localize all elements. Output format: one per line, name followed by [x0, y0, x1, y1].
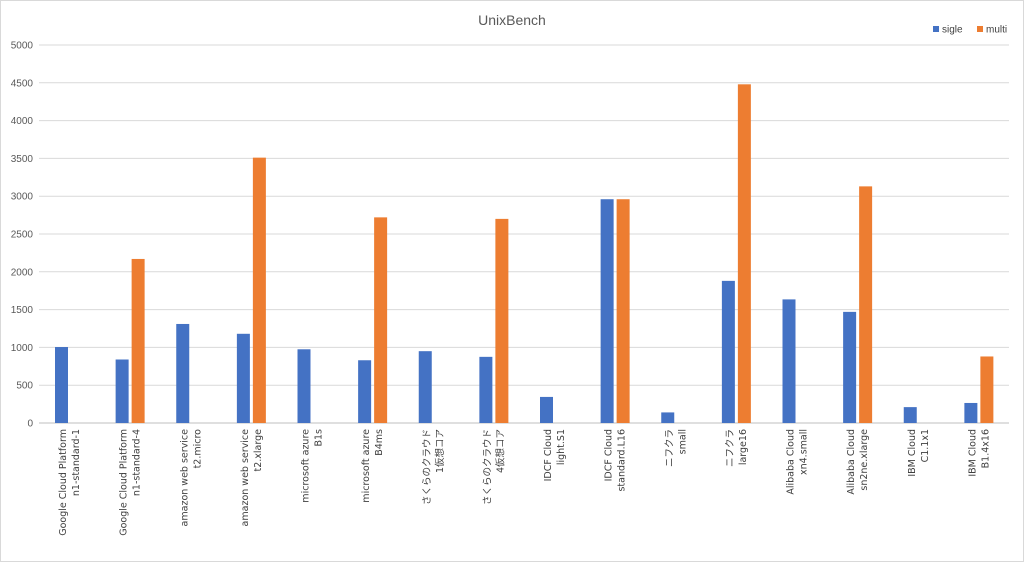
- x-category-label-line: IBM Cloud: [967, 429, 978, 477]
- x-category-label: Alibaba Cloud sn2ne.xlarge: [846, 429, 870, 495]
- y-tick-label: 4000: [11, 116, 34, 127]
- x-category-label-line: IDCF Cloud: [543, 429, 554, 481]
- x-category-label-line: B1s: [314, 429, 325, 447]
- x-category-label-line: amazon web service: [240, 429, 251, 527]
- x-category-label: IDCF Cloud light.S1: [543, 429, 567, 481]
- legend-swatch-sigle: [933, 26, 939, 32]
- x-category-label-line: Google Cloud Platform: [58, 429, 69, 536]
- x-category-label: ニフクラ small: [664, 429, 688, 467]
- x-category-label: IDCF Cloud standard.L16: [604, 429, 628, 492]
- x-category-label-line: Alibaba Cloud: [846, 429, 857, 495]
- x-category-label-line: n1-standard-1: [71, 429, 82, 496]
- bar-multi-15: [980, 356, 994, 423]
- x-category-label-line: standard.L16: [617, 429, 628, 492]
- x-category-label: Google Cloud Platform n1-standard-4: [119, 429, 143, 536]
- y-tick-label: 1000: [11, 343, 34, 354]
- bar-sigle-14: [903, 407, 917, 423]
- y-tick-label: 5000: [11, 41, 34, 52]
- x-category-label-line: ニフクラ: [664, 429, 675, 467]
- y-tick-label: 4500: [11, 78, 34, 89]
- x-category-label: さくらのクラウド 1仮想コア: [422, 429, 446, 505]
- bar-sigle-12: [782, 299, 796, 423]
- x-category-label-line: Google Cloud Platform: [119, 429, 130, 536]
- x-category-label: Alibaba Cloud xn4.small: [786, 429, 810, 495]
- bar-sigle-5: [358, 360, 372, 423]
- x-category-label-line: microsoft azure: [361, 429, 372, 503]
- x-category-label-line: ニフクラ: [725, 429, 736, 467]
- x-category-label-line: large16: [738, 429, 749, 465]
- x-category-label-line: 1仮想コア: [434, 429, 446, 473]
- x-category-label-line: B1.4x16: [980, 429, 991, 468]
- bar-sigle-1: [115, 359, 129, 423]
- legend-label-multi: multi: [986, 25, 1007, 36]
- bar-multi-7: [495, 218, 509, 423]
- x-category-label-line: t2.xlarge: [253, 429, 264, 472]
- bar-sigle-13: [843, 311, 857, 423]
- bar-sigle-0: [55, 347, 68, 423]
- y-axis-tick-labels: 0 500 1000 1500 2000 2500 3000 3500 4000 4500 5000: [11, 41, 34, 430]
- y-tick-label: 1500: [11, 305, 34, 316]
- bars: [55, 84, 994, 424]
- bar-sigle-3: [236, 333, 250, 423]
- y-tick-label: 2000: [11, 267, 34, 278]
- legend-label-sigle: sigle: [942, 25, 963, 36]
- bar-sigle-2: [176, 323, 190, 423]
- x-category-label: microsoft azure B4ms: [361, 429, 385, 503]
- y-tick-label: 0: [27, 419, 33, 430]
- x-category-label-line: amazon web service: [179, 429, 190, 527]
- y-tick-label: 500: [16, 381, 33, 392]
- bar-sigle-9: [600, 199, 614, 423]
- bar-multi-9: [616, 199, 630, 423]
- x-category-label-line: Alibaba Cloud: [786, 429, 797, 495]
- x-category-label: Google Cloud Platform n1-standard-1: [58, 429, 82, 536]
- x-category-label-line: t2.micro: [192, 429, 203, 469]
- bar-sigle-8: [540, 396, 553, 423]
- x-category-label-line: n1-standard-4: [132, 429, 143, 496]
- bar-sigle-6: [418, 351, 432, 423]
- x-category-label-line: xn4.small: [799, 429, 810, 475]
- x-category-label: ニフクラ large16: [725, 429, 749, 467]
- x-category-label-line: IDCF Cloud: [604, 429, 615, 481]
- x-category-label: microsoft azure B1s: [301, 429, 325, 503]
- legend: sigle multi: [933, 25, 1007, 36]
- legend-swatch-multi: [977, 26, 983, 32]
- bar-sigle-7: [479, 356, 493, 423]
- gridlines: [39, 44, 1009, 424]
- bar-sigle-11: [721, 280, 735, 423]
- x-category-label: IBM Cloud C1.1x1: [907, 429, 931, 477]
- bar-multi-1: [131, 258, 145, 423]
- bar-multi-13: [859, 186, 873, 423]
- chart-title: UnixBench: [478, 12, 546, 28]
- bar-multi-5: [374, 217, 388, 423]
- x-category-label-line: C1.1x1: [920, 429, 931, 462]
- x-category-label-line: light.S1: [556, 429, 567, 465]
- y-tick-label: 2500: [11, 230, 34, 241]
- bar-multi-3: [252, 157, 266, 424]
- x-category-label-line: microsoft azure: [301, 429, 312, 503]
- x-category-label-line: small: [677, 429, 688, 454]
- bar-multi-11: [737, 84, 751, 423]
- bar-sigle-4: [297, 349, 311, 423]
- x-category-label: さくらのクラウド 4仮想コア: [482, 429, 506, 505]
- bar-sigle-15: [964, 402, 978, 423]
- bar-sigle-10: [661, 412, 675, 423]
- x-category-label-line: さくらのクラウド: [422, 429, 433, 505]
- x-category-label-line: sn2ne.xlarge: [859, 429, 870, 491]
- x-category-label: amazon web service t2.xlarge: [240, 429, 264, 527]
- x-category-label: IBM Cloud B1.4x16: [967, 429, 991, 477]
- x-category-label: amazon web service t2.micro: [179, 429, 203, 527]
- x-category-label-line: B4ms: [374, 429, 385, 456]
- x-category-label-line: さくらのクラウド: [482, 429, 493, 505]
- x-category-label-line: 4仮想コア: [494, 429, 506, 473]
- y-tick-label: 3500: [11, 154, 34, 165]
- x-category-label-line: IBM Cloud: [907, 429, 918, 477]
- y-tick-label: 3000: [11, 192, 34, 203]
- x-axis-category-labels: Google Cloud Platform n1-standard-1 Google…: [58, 429, 991, 536]
